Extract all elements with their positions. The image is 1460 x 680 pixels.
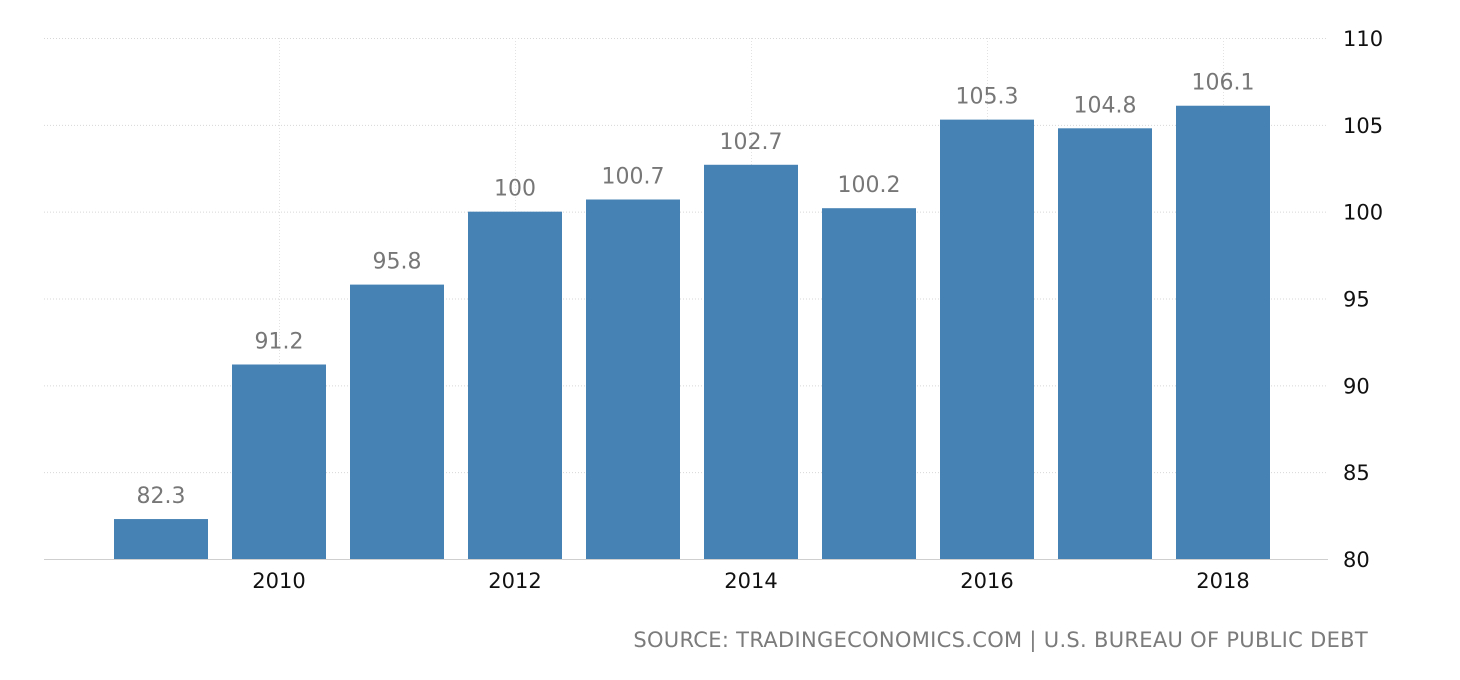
data-labels-layer: 82.3 91.2 95.8 100 100.7 102.7 100.2 105.3 104.8… (137, 71, 1255, 509)
y-tick-label: 95 (1343, 288, 1370, 312)
x-tick-label: 2010 (252, 569, 305, 593)
bars-layer (114, 105, 1270, 559)
y-tick-label: 110 (1343, 27, 1383, 51)
bar-2017 (1058, 128, 1152, 559)
y-tick-label: 85 (1343, 461, 1370, 485)
bar-2016 (940, 119, 1034, 559)
bar-2012 (468, 211, 562, 559)
x-tick-label: 2014 (724, 569, 777, 593)
data-label-2018: 106.1 (1192, 71, 1255, 96)
bar-2018 (1176, 105, 1270, 559)
data-label-2012: 100 (494, 177, 536, 202)
data-label-2009: 82.3 (137, 484, 186, 509)
bar-2011 (350, 284, 444, 559)
data-label-2016: 105.3 (956, 85, 1019, 110)
y-tick-label: 80 (1343, 548, 1370, 572)
data-label-2014: 102.7 (720, 130, 783, 155)
x-tick-label: 2018 (1196, 569, 1249, 593)
bar-2014 (704, 164, 798, 559)
source-note: SOURCE: TRADINGECONOMICS.COM | U.S. BURE… (633, 628, 1368, 652)
x-tick-label: 2016 (960, 569, 1013, 593)
data-label-2015: 100.2 (838, 173, 901, 198)
data-label-2017: 104.8 (1074, 93, 1137, 118)
bar-2009 (114, 519, 208, 559)
y-tick-label: 105 (1343, 114, 1383, 138)
data-label-2013: 100.7 (602, 165, 665, 190)
y-axis: 80 85 90 95 100 105 110 (1343, 27, 1383, 572)
x-tick-label: 2012 (488, 569, 541, 593)
x-axis: 2010 2012 2014 2016 2018 (252, 569, 1249, 593)
bar-2013 (586, 199, 680, 559)
data-label-2010: 91.2 (255, 329, 304, 354)
bar-2015 (822, 208, 916, 559)
data-label-2011: 95.8 (373, 250, 422, 275)
y-tick-label: 100 (1343, 201, 1383, 225)
bar-2010 (232, 364, 326, 559)
y-tick-label: 90 (1343, 374, 1370, 398)
